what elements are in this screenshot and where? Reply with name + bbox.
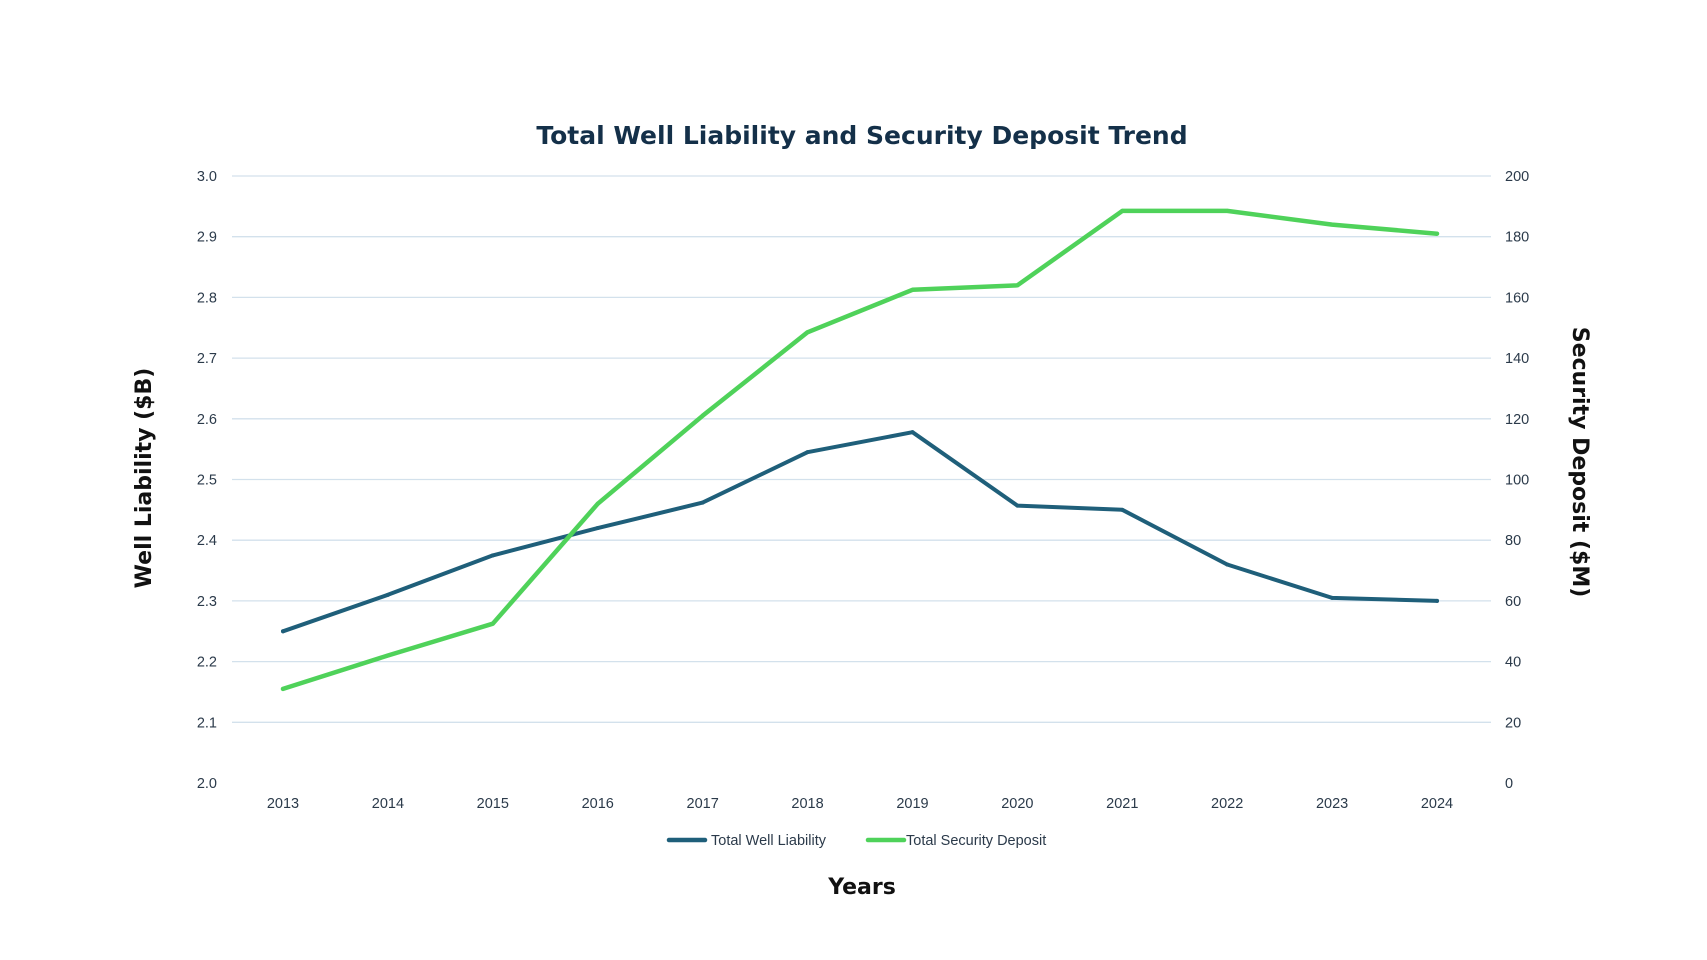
legend-label-security-deposit: Total Security Deposit	[906, 833, 1046, 849]
x-axis-title: Years	[827, 875, 896, 900]
y-left-tick-label: 2.5	[197, 473, 217, 489]
y-left-tick-label: 2.6	[197, 412, 217, 428]
data-point-security-deposit	[700, 413, 705, 418]
data-point-well-liability	[1330, 595, 1335, 600]
data-point-well-liability	[910, 430, 915, 435]
x-tick-label: 2020	[1001, 796, 1033, 812]
y-right-tick-label: 100	[1505, 473, 1529, 489]
y-left-tick-label: 2.4	[197, 533, 217, 549]
data-point-security-deposit	[805, 330, 810, 335]
data-point-well-liability	[700, 500, 705, 505]
x-tick-label: 2017	[687, 796, 719, 812]
y-right-tick-label: 20	[1505, 715, 1521, 731]
y-right-tick-label: 0	[1505, 776, 1513, 792]
y-left-tick-label: 2.2	[197, 655, 217, 671]
x-tick-label: 2015	[477, 796, 509, 812]
legend-item-well-liability: Total Well Liability	[666, 833, 827, 849]
data-point-well-liability	[385, 592, 390, 597]
y-left-tick-label: 2.0	[197, 776, 217, 792]
x-tick-label: 2023	[1316, 796, 1348, 812]
x-tick-label: 2018	[791, 796, 823, 812]
left-axis-ticks: 2.0 2.1 2.2 2.3 2.4 2.5 2.6 2.7 2.8 2.9 3.0	[197, 169, 217, 792]
legend: Total Well Liability Total Security Depo…	[666, 833, 1046, 849]
y-left-tick-label: 3.0	[197, 169, 217, 185]
x-tick-label: 2024	[1421, 796, 1453, 812]
y-left-tick-label: 2.9	[197, 230, 217, 246]
data-point-well-liability	[595, 526, 600, 531]
series-line-security-deposit	[280, 208, 1440, 692]
data-point-well-liability	[805, 450, 810, 455]
x-tick-label: 2016	[582, 796, 614, 812]
data-point-well-liability	[1435, 598, 1439, 603]
data-point-security-deposit	[1015, 283, 1020, 288]
y-axis-right-title: Security Deposit ($M)	[1567, 327, 1592, 598]
x-tick-label: 2014	[372, 796, 404, 812]
y-left-tick-label: 2.8	[197, 290, 217, 306]
y-left-tick-label: 2.1	[197, 715, 217, 731]
y-right-tick-label: 40	[1505, 655, 1521, 671]
data-point-security-deposit	[910, 287, 915, 292]
data-point-security-deposit	[1120, 208, 1125, 213]
series-lines	[280, 208, 1440, 692]
x-tick-label: 2013	[267, 796, 299, 812]
x-axis-ticks: 2013 2014 2015 2016 2017 2018 2019 2020 2021 2022…	[267, 796, 1453, 812]
x-tick-label: 2022	[1211, 796, 1243, 812]
series-line-well-liability	[281, 430, 1439, 634]
data-point-well-liability	[281, 629, 285, 634]
data-point-well-liability	[490, 553, 495, 558]
y-axis-left-title: Well Liability ($B)	[132, 368, 157, 589]
legend-label-well-liability: Total Well Liability	[711, 833, 827, 849]
y-left-tick-label: 2.7	[197, 351, 217, 367]
chart-title: Total Well Liability and Security Deposi…	[536, 121, 1187, 150]
y-right-tick-label: 160	[1505, 290, 1529, 306]
y-right-tick-label: 120	[1505, 412, 1529, 428]
data-point-well-liability	[1225, 562, 1230, 567]
data-point-security-deposit	[281, 686, 285, 691]
y-left-tick-label: 2.3	[197, 594, 217, 610]
data-point-well-liability	[1120, 507, 1125, 512]
gridlines	[232, 175, 1491, 723]
data-point-security-deposit	[490, 621, 495, 626]
data-point-security-deposit	[385, 653, 390, 658]
data-point-security-deposit	[1435, 231, 1439, 236]
data-point-security-deposit	[1330, 222, 1335, 227]
x-tick-label: 2021	[1106, 796, 1138, 812]
y-right-tick-label: 140	[1505, 351, 1529, 367]
x-tick-label: 2019	[896, 796, 928, 812]
y-right-tick-label: 80	[1505, 533, 1521, 549]
data-point-security-deposit	[595, 501, 600, 506]
legend-item-security-deposit: Total Security Deposit	[865, 833, 1046, 849]
y-right-tick-label: 60	[1505, 594, 1521, 610]
right-axis-ticks: 0 20 40 60 80 100 120 140 160 180 200	[1505, 169, 1529, 792]
data-point-security-deposit	[1225, 208, 1230, 213]
y-right-tick-label: 200	[1505, 169, 1529, 185]
data-point-well-liability	[1015, 503, 1020, 508]
y-right-tick-label: 180	[1505, 230, 1529, 246]
